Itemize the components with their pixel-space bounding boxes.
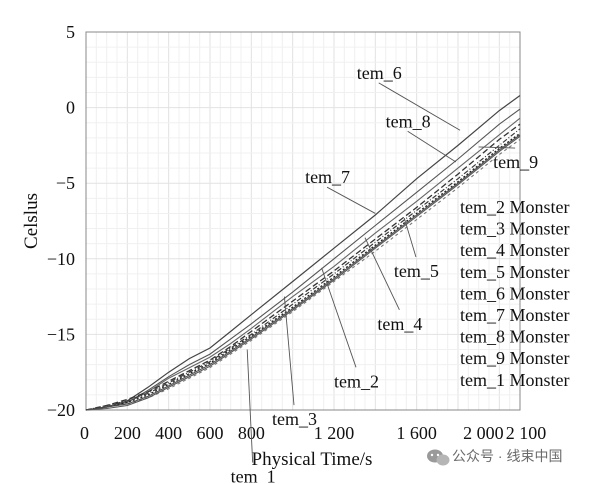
annotation-label: tem_5 xyxy=(394,261,439,281)
annotations: tem_6 tem_8 tem_9 tem_7 tem_5 tem_4 tem_2 tem_3… xyxy=(231,63,538,484)
annotation-leader xyxy=(478,146,516,149)
legend-entry: tem_6 Monster xyxy=(460,283,570,303)
annotation-leader xyxy=(326,186,376,214)
watermark: 公众号 · 线束中国 xyxy=(427,448,562,466)
annotation-leader xyxy=(246,349,254,463)
y-tick-label: 0 xyxy=(66,98,75,118)
legend-entry: tem_7 Monster xyxy=(460,305,570,325)
series-line-tem-3 xyxy=(85,134,521,411)
grid xyxy=(85,31,521,411)
annotation-label: tem_2 xyxy=(334,371,379,391)
x-tick-label: 200 xyxy=(114,423,141,443)
annotation-label: tem_7 xyxy=(305,167,350,187)
series-line-tem-8 xyxy=(85,108,521,411)
annotation-label: tem_1 xyxy=(231,467,276,484)
y-tick-label: −15 xyxy=(47,324,75,344)
x-tick-label: 2 100 xyxy=(506,423,547,443)
y-tick-label: −5 xyxy=(56,173,75,193)
y-axis-label: Celslus xyxy=(21,193,42,249)
annotation-label: tem_8 xyxy=(386,111,431,131)
y-tick-labels: 5 0 −5 −10 −15 −20 xyxy=(47,22,75,420)
legend-entry: tem_5 Monster xyxy=(460,262,570,282)
annotation-label: tem_4 xyxy=(377,314,422,334)
series-line-tem-2 xyxy=(85,138,521,411)
y-tick-label: −20 xyxy=(47,400,75,420)
annotation-leader xyxy=(321,267,357,368)
x-tick-label: 1 200 xyxy=(314,423,355,443)
legend-entry: tem_8 Monster xyxy=(460,327,570,347)
legend-entry: tem_2 Monster xyxy=(460,197,570,217)
y-tick-label: −10 xyxy=(47,249,75,269)
annotation-leader xyxy=(364,237,400,311)
wechat-icon xyxy=(427,449,450,466)
annotation-leader xyxy=(407,130,457,163)
x-tick-label: 1 600 xyxy=(396,423,437,443)
annotation-leader xyxy=(378,82,461,131)
x-tick-label: 0 xyxy=(80,423,89,443)
series-line-tem-1 xyxy=(85,135,521,411)
annotation-leader xyxy=(283,296,295,406)
annotation-label: tem_3 xyxy=(272,409,317,429)
y-tick-label: 5 xyxy=(66,22,75,42)
plot-frame xyxy=(85,31,521,411)
legend-entry: tem_4 Monster xyxy=(460,240,570,260)
annotation-leader xyxy=(403,217,417,258)
legend-entry: tem_3 Monster xyxy=(460,219,570,239)
series-line-tem-9 xyxy=(85,128,521,411)
x-axis-label: Physical Time/s xyxy=(252,449,373,470)
legend-entry: tem_9 Monster xyxy=(460,348,570,368)
annotation-label: tem_6 xyxy=(357,63,402,83)
x-tick-label: 400 xyxy=(155,423,182,443)
x-tick-label: 600 xyxy=(197,423,224,443)
series-line-tem-4 xyxy=(85,132,521,411)
annotation-label: tem_9 xyxy=(493,152,538,172)
series-group xyxy=(85,95,521,411)
x-tick-label: 2 000 xyxy=(463,423,504,443)
legend-entry: tem_1 Monster xyxy=(460,370,570,390)
series-line-tem-5 xyxy=(85,123,521,411)
watermark-text: 公众号 · 线束中国 xyxy=(452,448,562,464)
series-line-tem-6 xyxy=(85,95,521,411)
